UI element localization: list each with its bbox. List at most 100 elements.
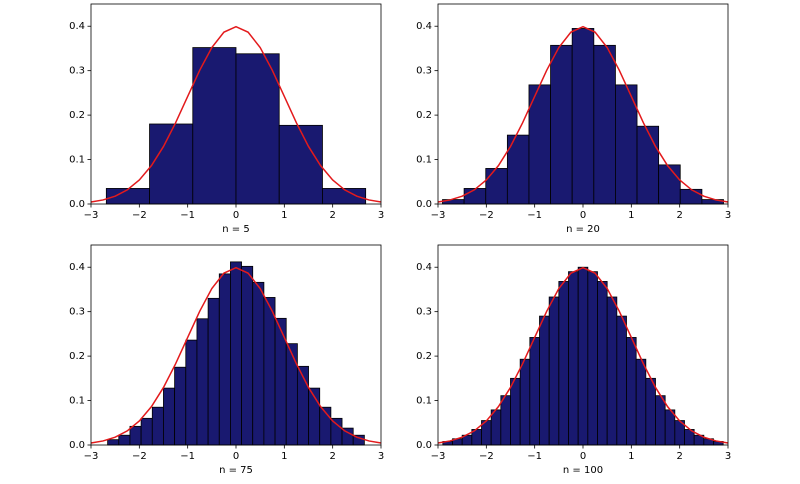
bar xyxy=(235,53,280,205)
x-tick-label: 1 xyxy=(281,210,287,221)
x-tick-label: 1 xyxy=(281,451,287,462)
x-tick-label: 2 xyxy=(329,210,335,221)
bar xyxy=(241,265,254,446)
x-tick-label: 3 xyxy=(378,210,384,221)
x-tick-label: −2 xyxy=(132,451,147,462)
x-tick-label: 1 xyxy=(628,451,634,462)
y-tick-label: 0.3 xyxy=(416,66,432,77)
bar xyxy=(192,47,237,205)
bar xyxy=(529,337,540,446)
bar xyxy=(587,271,598,446)
y-tick-label: 0.4 xyxy=(416,21,432,32)
y-tick-label: 0.4 xyxy=(69,262,85,273)
x-tick-label: −3 xyxy=(84,210,99,221)
x-tick-label: 0 xyxy=(233,451,239,462)
x-tick-label: 2 xyxy=(676,451,682,462)
bar xyxy=(539,315,550,446)
y-tick-label: 0.2 xyxy=(416,351,432,362)
bar xyxy=(635,358,647,446)
bar xyxy=(571,28,595,205)
x-tick-label: 0 xyxy=(233,210,239,221)
density-curve xyxy=(437,25,729,203)
y-tick-label: 0.1 xyxy=(69,396,85,407)
bar xyxy=(207,297,220,446)
y-tick-label: 0.3 xyxy=(69,66,85,77)
bar xyxy=(597,281,608,446)
bar xyxy=(129,425,142,446)
bar xyxy=(645,377,656,446)
bar xyxy=(568,271,579,446)
bar xyxy=(548,296,560,446)
y-tick-label: 0.1 xyxy=(69,155,85,166)
bar xyxy=(263,297,276,446)
bar xyxy=(558,281,569,446)
density-curve xyxy=(90,25,382,203)
y-tick-label: 0.1 xyxy=(416,155,432,166)
x-tick-label: −1 xyxy=(527,210,542,221)
x-tick-label: −1 xyxy=(180,210,195,221)
bar xyxy=(218,273,231,446)
bar xyxy=(151,406,164,446)
bar xyxy=(500,395,511,446)
bar xyxy=(636,125,660,205)
x-tick-label: 3 xyxy=(725,210,731,221)
bar xyxy=(163,387,176,446)
y-tick-label: 0.0 xyxy=(69,199,85,210)
x-tick-label: 3 xyxy=(725,451,731,462)
bar xyxy=(577,266,589,446)
y-tick-label: 0.3 xyxy=(416,307,432,318)
x-tick-label: 0 xyxy=(580,210,586,221)
y-tick-label: 0.2 xyxy=(69,110,85,121)
x-axis-label: n = 20 xyxy=(566,224,600,235)
bar xyxy=(174,366,187,446)
bar xyxy=(485,168,508,205)
bar xyxy=(140,417,153,446)
bar xyxy=(330,417,343,446)
y-tick-label: 0.4 xyxy=(69,21,85,32)
x-tick-label: −3 xyxy=(84,451,99,462)
bar xyxy=(490,409,502,446)
bar xyxy=(593,44,616,205)
bar xyxy=(655,395,666,446)
x-tick-label: −2 xyxy=(479,210,494,221)
bar xyxy=(463,188,487,205)
bar xyxy=(658,164,681,205)
x-axis-label: n = 100 xyxy=(563,465,603,476)
bar xyxy=(664,409,676,446)
x-tick-label: −3 xyxy=(431,210,446,221)
bar xyxy=(550,44,573,205)
x-tick-label: −1 xyxy=(527,451,542,462)
y-tick-label: 0.0 xyxy=(416,199,432,210)
x-tick-label: 1 xyxy=(628,210,634,221)
x-axis-label: n = 5 xyxy=(222,224,249,235)
bar xyxy=(606,296,618,446)
y-tick-label: 0.4 xyxy=(416,262,432,273)
bar xyxy=(196,318,209,446)
bar xyxy=(230,261,242,446)
x-tick-label: −2 xyxy=(479,451,494,462)
bar xyxy=(285,343,298,446)
bar xyxy=(519,358,531,446)
bar xyxy=(616,315,627,446)
bar xyxy=(679,188,703,205)
bar xyxy=(107,439,120,446)
bar xyxy=(149,123,194,205)
bar xyxy=(118,434,131,446)
x-tick-label: −3 xyxy=(431,451,446,462)
x-tick-label: −1 xyxy=(180,451,195,462)
x-axis-label: n = 75 xyxy=(219,465,253,476)
x-tick-label: 2 xyxy=(329,451,335,462)
y-tick-label: 0.1 xyxy=(416,396,432,407)
bar xyxy=(278,124,323,205)
y-tick-label: 0.3 xyxy=(69,307,85,318)
x-tick-label: 0 xyxy=(580,451,586,462)
density-curve xyxy=(437,266,729,444)
density-curve xyxy=(90,266,382,444)
bar xyxy=(510,377,521,446)
x-tick-label: −2 xyxy=(132,210,147,221)
y-tick-label: 0.2 xyxy=(416,110,432,121)
bar xyxy=(185,339,198,446)
bar xyxy=(252,281,265,446)
